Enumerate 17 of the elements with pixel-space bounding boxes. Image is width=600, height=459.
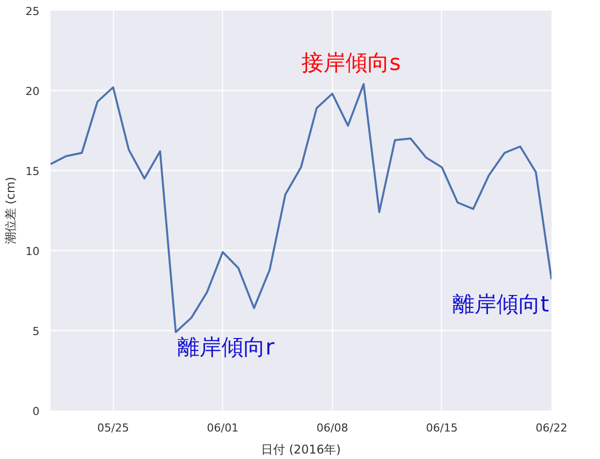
annotation: 接岸傾向s (301, 50, 401, 76)
y-axis-title: 潮位差 (cm) (4, 176, 18, 244)
annotation: 離岸傾向t (452, 292, 550, 318)
y-tick-label: 0 (32, 405, 40, 418)
x-tick-label: 05/25 (97, 422, 129, 434)
annotation: 離岸傾向r (177, 336, 276, 361)
y-tick-label: 25 (26, 5, 40, 18)
y-tick-label: 15 (26, 165, 40, 178)
x-axis-title: 日付 (2016年) (261, 442, 341, 456)
y-tick-label: 5 (32, 325, 40, 338)
x-tick-label: 06/08 (316, 422, 348, 434)
x-tick-label: 06/01 (206, 422, 239, 434)
x-tick-label: 06/22 (536, 422, 568, 434)
y-tick-label: 20 (26, 85, 40, 98)
x-tick-label: 06/15 (426, 422, 458, 434)
line-series (50, 83, 552, 334)
y-tick-label: 10 (26, 245, 40, 258)
